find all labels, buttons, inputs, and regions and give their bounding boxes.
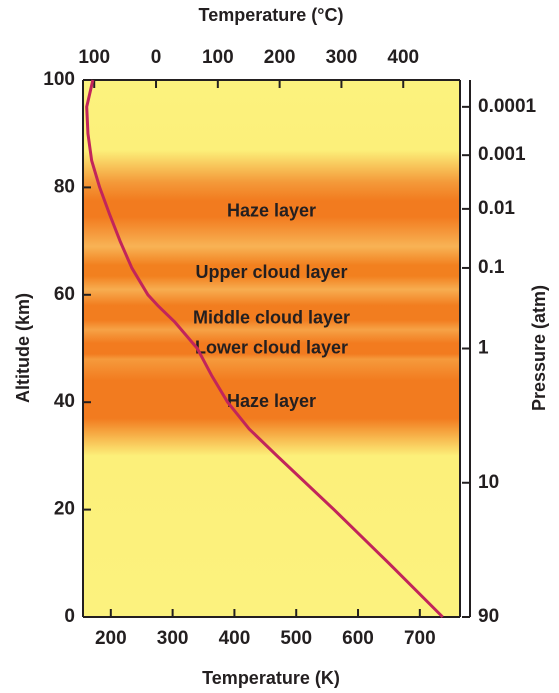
layer-label: Haze layer (227, 200, 316, 220)
layer-label: Middle cloud layer (193, 308, 350, 328)
x-tick-label: 400 (219, 628, 251, 649)
y-tick-label: 80 (54, 176, 75, 197)
x-tick-label: 200 (95, 628, 127, 649)
chart: Temperature (°C) Temperature (K) Altitud… (0, 0, 559, 693)
y-tick-label: 20 (54, 499, 75, 520)
layer-label: Lower cloud layer (195, 337, 348, 357)
x-tick-label: 300 (157, 628, 189, 649)
x2-tick-label: 0 (151, 47, 162, 68)
y2-tick-label: 0.1 (478, 257, 505, 278)
x2-tick-label: 100 (78, 47, 110, 68)
y-tick-label: 100 (43, 69, 75, 90)
page: {"chart_data": { "type": "line", "x_labe… (0, 0, 559, 693)
x-tick-label: 600 (342, 628, 374, 649)
x2-tick-label: 200 (264, 47, 296, 68)
x-tick-label: 700 (404, 628, 436, 649)
x2-axis-title: Temperature (°C) (199, 5, 344, 25)
y-axis-title: Altitude (km) (13, 293, 33, 403)
y-tick-label: 0 (64, 606, 75, 627)
x-tick-label: 500 (280, 628, 312, 649)
x2-tick-label: 100 (202, 47, 234, 68)
y-tick-label: 60 (54, 284, 75, 305)
y2-tick-label: 0.0001 (478, 96, 537, 117)
y2-tick-label: 1 (478, 338, 489, 359)
x2-tick-label: 400 (387, 47, 419, 68)
y2-tick-label: 0.001 (478, 144, 526, 165)
layer-label: Upper cloud layer (195, 262, 347, 282)
x2-tick-label: 300 (326, 47, 358, 68)
y2-tick-label: 0.01 (478, 198, 515, 219)
y-tick-label: 40 (54, 391, 75, 412)
layer-label: Haze layer (227, 391, 316, 411)
y2-tick-label: 10 (478, 472, 499, 493)
y2-axis-title: Pressure (atm) (529, 285, 549, 411)
y2-tick-label: 90 (478, 606, 499, 627)
x-axis-title: Temperature (K) (202, 668, 340, 688)
